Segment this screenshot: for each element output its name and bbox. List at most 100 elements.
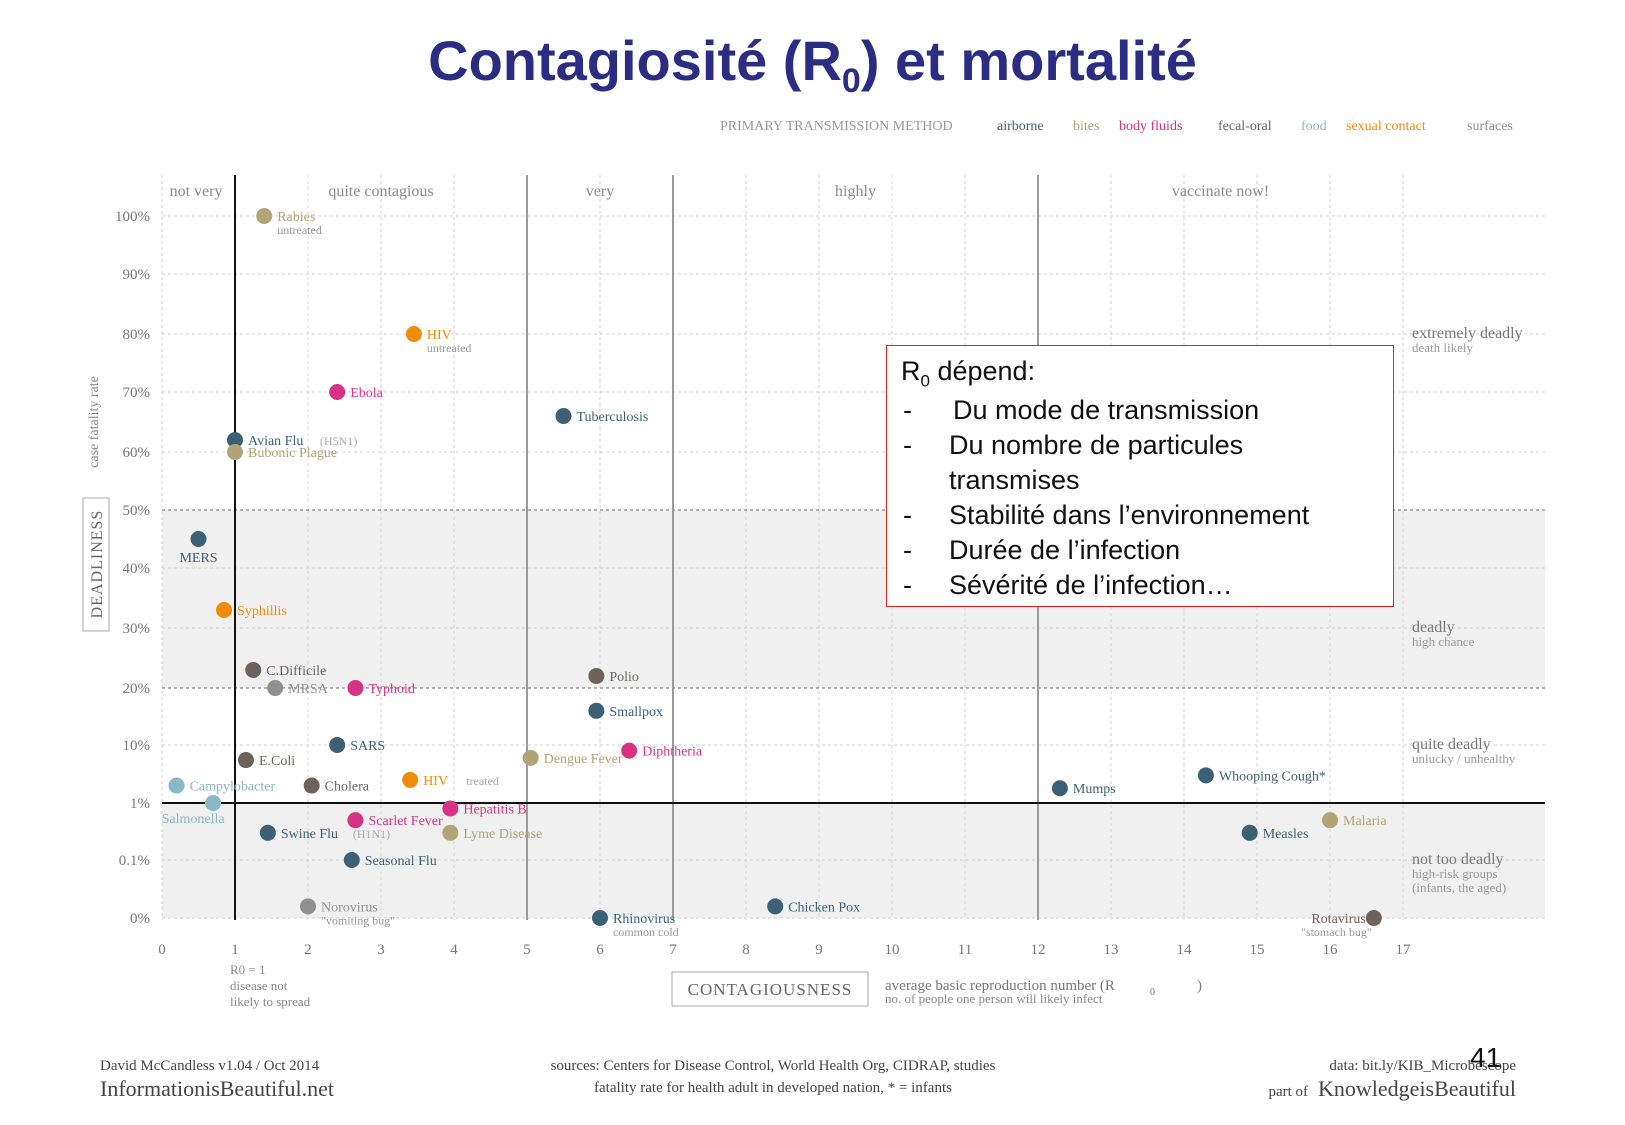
data-point bbox=[216, 602, 233, 618]
data-point bbox=[347, 680, 364, 696]
band-subtitle: unlucky / unhealthy bbox=[1412, 751, 1516, 766]
point-label: Typhoid bbox=[368, 682, 414, 697]
point-label: C.Difficile bbox=[266, 664, 326, 679]
deadliness-box bbox=[82, 497, 110, 632]
legend-item: surfaces bbox=[1467, 119, 1513, 134]
x-tick-label: 11 bbox=[958, 942, 972, 958]
point-label: Mumps bbox=[1073, 782, 1116, 797]
data-point bbox=[227, 444, 243, 460]
band-title: quite deadly bbox=[1412, 736, 1491, 753]
data-point bbox=[588, 702, 605, 719]
point-label: Diphtheria bbox=[642, 745, 703, 760]
x-tick-label: 17 bbox=[1396, 942, 1412, 958]
legend-item: fecal-oral bbox=[1218, 119, 1272, 134]
point-label: Salmonella bbox=[162, 812, 226, 827]
zone-label: vaccinate now! bbox=[1172, 183, 1269, 200]
point-label: E.Coli bbox=[259, 754, 295, 769]
point-note: "vomiting bug" bbox=[321, 913, 395, 927]
x-tick-label: 8 bbox=[742, 942, 750, 958]
x-tick-label: 12 bbox=[1031, 942, 1046, 958]
data-point bbox=[1365, 910, 1382, 926]
point-label: Syphillis bbox=[237, 604, 287, 619]
legend-item: airborne bbox=[997, 119, 1044, 134]
x-tick-label: 6 bbox=[596, 942, 604, 958]
point-label: Cholera bbox=[325, 780, 370, 795]
x-tick-label: 7 bbox=[669, 942, 677, 958]
y-tick-label: 100% bbox=[115, 209, 150, 225]
y-tick-label: 80% bbox=[123, 327, 151, 343]
data-point bbox=[347, 812, 364, 829]
callout-list: Du mode de transmission Du nombre de par… bbox=[901, 393, 1379, 603]
y-tick-label: 40% bbox=[123, 561, 151, 577]
x-tick-label: 5 bbox=[523, 942, 531, 958]
data-point bbox=[442, 824, 459, 841]
data-point bbox=[300, 898, 316, 915]
data-point bbox=[592, 910, 608, 926]
footer-author: David McCandless v1.04 / Oct 2014 bbox=[100, 1058, 320, 1074]
y-tick-label: 20% bbox=[123, 681, 151, 697]
r0-note-line: likely to spread bbox=[230, 994, 311, 1009]
point-note: untreated bbox=[277, 223, 322, 237]
point-label: Bubonic Plague bbox=[248, 446, 337, 461]
point-label: Rabies bbox=[277, 210, 315, 225]
x-tick-label: 0 bbox=[158, 942, 166, 958]
footer-sources: sources: Centers for Disease Control, Wo… bbox=[550, 1058, 996, 1074]
band-subtitle: high-risk groups bbox=[1412, 866, 1498, 881]
y-tick-label: 10% bbox=[123, 738, 151, 754]
y-axis-side-label: case fatality rate bbox=[87, 376, 102, 468]
point-note: (H1N1) bbox=[353, 827, 390, 841]
point-label: Seasonal Flu bbox=[365, 854, 437, 869]
x-axis-title: CONTAGIOUSNESS bbox=[688, 980, 853, 999]
y-tick-label: 0% bbox=[130, 911, 150, 927]
point-label: MERS bbox=[179, 551, 217, 566]
y-axis-title: DEADLINESS bbox=[89, 510, 106, 619]
data-point bbox=[1051, 780, 1068, 797]
data-point bbox=[1241, 824, 1258, 841]
point-label: Tuberculosis bbox=[577, 410, 649, 425]
point-label: Whooping Cough* bbox=[1219, 769, 1326, 784]
footer-sources-note: fatality rate for health adult in develo… bbox=[594, 1080, 952, 1096]
y-tick-label: 90% bbox=[123, 267, 151, 283]
data-point bbox=[402, 771, 419, 788]
legend-label: PRIMARY TRANSMISSION METHOD bbox=[720, 119, 953, 134]
x-tick-label: 14 bbox=[1177, 942, 1193, 958]
data-point bbox=[767, 898, 784, 915]
point-label: Rhinovirus bbox=[613, 912, 675, 927]
point-label: Swine Flu bbox=[281, 827, 338, 842]
band-title: extremely deadly bbox=[1412, 325, 1523, 342]
point-label: Measles bbox=[1263, 827, 1309, 842]
callout-item: Du mode de transmission bbox=[901, 393, 1379, 428]
r0-callout: R0 dépend: Du mode de transmission Du no… bbox=[886, 345, 1394, 607]
data-point bbox=[168, 777, 185, 794]
data-point bbox=[405, 326, 422, 342]
band-subtitle: high chance bbox=[1412, 634, 1475, 649]
data-point bbox=[205, 795, 222, 811]
point-note: untreated bbox=[427, 341, 472, 355]
x-tick-label: 4 bbox=[450, 942, 458, 958]
x-tick-label: 10 bbox=[885, 942, 900, 958]
x-tick-label: 15 bbox=[1250, 942, 1265, 958]
r0-note-line: R0 = 1 bbox=[230, 962, 266, 977]
y-tick-label: 70% bbox=[123, 385, 151, 401]
legend-item: sexual contact bbox=[1346, 119, 1426, 134]
zone-label: not very bbox=[170, 183, 223, 200]
data-point bbox=[303, 777, 320, 794]
footer-kib: part of KnowledgeisBeautiful bbox=[1268, 1076, 1516, 1101]
contagiousness-box bbox=[671, 971, 869, 1007]
data-point bbox=[259, 824, 276, 841]
y-tick-label: 0.1% bbox=[119, 853, 150, 869]
footer-site: InformationisBeautiful.net bbox=[100, 1076, 334, 1101]
x-axis-subscript: 0 bbox=[1150, 987, 1155, 998]
x-axis-paren: ) bbox=[1197, 978, 1202, 994]
point-label: Dengue Fever bbox=[544, 752, 623, 767]
callout-item: Du nombre de particules transmises bbox=[901, 428, 1379, 498]
data-point bbox=[256, 208, 273, 224]
point-label: HIV bbox=[427, 328, 452, 343]
point-label: Scarlet Fever bbox=[368, 814, 443, 829]
data-point bbox=[343, 852, 360, 868]
x-axis-note: no. of people one person will likely inf… bbox=[885, 991, 1103, 1006]
y-tick-label: 30% bbox=[123, 621, 151, 637]
x-tick-label: 16 bbox=[1323, 942, 1339, 958]
data-point bbox=[329, 384, 346, 400]
point-label: Ebola bbox=[350, 386, 383, 401]
